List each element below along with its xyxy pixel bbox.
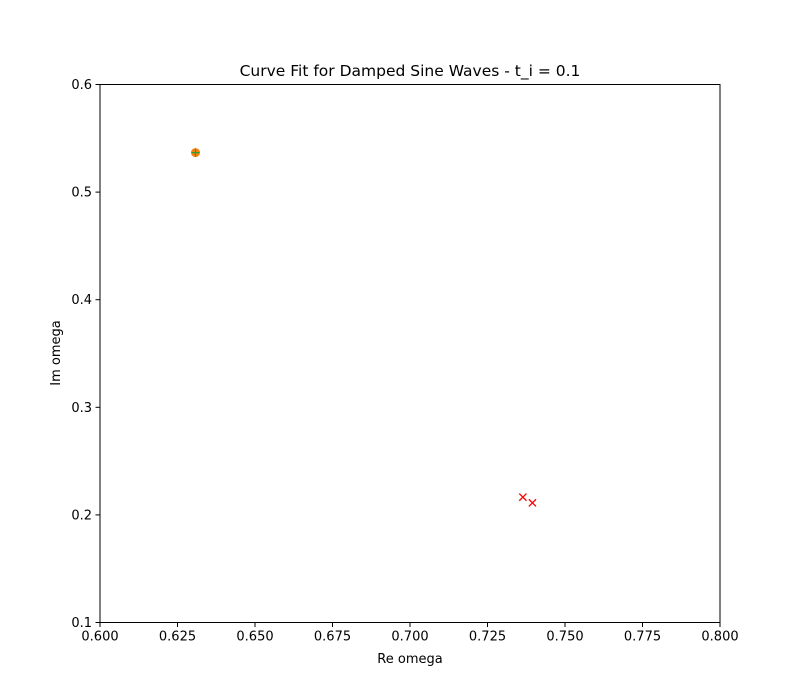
x-tick-label: 0.800	[701, 630, 738, 645]
x-marker-point	[518, 493, 527, 502]
data-points	[190, 148, 537, 507]
x-tick-label: 0.625	[159, 630, 196, 645]
y-tick-label: 0.5	[71, 186, 92, 201]
x-tick-label: 0.650	[236, 630, 273, 645]
x-tick-label: 0.675	[314, 630, 351, 645]
x-axis-ticks: 0.600 0.625 0.650 0.675 0.700 0.725 0.750 0.775…	[81, 622, 739, 645]
plot-area	[100, 84, 720, 623]
x-tick-label: 0.700	[391, 630, 428, 645]
x-tick-label: 0.600	[81, 630, 118, 645]
y-axis-ticks: 0.1 0.2 0.3 0.4 0.5 0.6	[71, 78, 100, 631]
x-tick-label: 0.775	[624, 630, 661, 645]
y-tick-label: 0.2	[71, 508, 92, 523]
y-tick-label: 0.1	[71, 616, 92, 631]
x-marker-point	[528, 498, 537, 507]
y-tick-label: 0.3	[71, 401, 92, 416]
x-tick-label: 0.725	[469, 630, 506, 645]
x-axis-label: Re omega	[377, 652, 442, 667]
plus-marker-point	[191, 148, 200, 157]
plot-frame	[99, 84, 721, 623]
x-tick-label: 0.750	[546, 630, 583, 645]
chart-title: Curve Fit for Damped Sine Waves - t_i = …	[240, 62, 581, 81]
y-tick-label: 0.4	[71, 293, 92, 308]
y-tick-label: 0.6	[71, 78, 92, 93]
y-axis-label: Im omega	[49, 320, 64, 385]
